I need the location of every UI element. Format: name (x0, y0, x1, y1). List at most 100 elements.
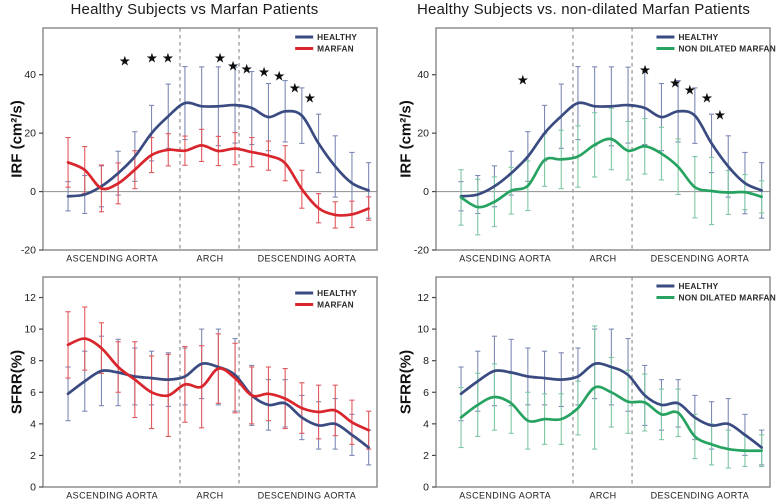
significance-star: ★ (227, 58, 239, 73)
plot-frame (42, 276, 378, 488)
x-region-label: ARCH (196, 491, 223, 501)
significance-star: ★ (289, 81, 301, 96)
legend-label: NON DILATED MARFAN (678, 44, 775, 54)
y-axis-ticks: -20 0 20 40 (21, 69, 43, 257)
region-dividers (179, 277, 240, 487)
chart-title: Healthy Subjects vs Marfan Patients (70, 1, 319, 18)
x-region-labels: ASCENDING AORTA ARCH DESCENDING AORTA (459, 491, 750, 501)
significance-star: ★ (119, 54, 131, 69)
significance-star: ★ (214, 51, 226, 66)
y-tick-label: 12 (24, 292, 36, 304)
y-tick-label: 2 (423, 450, 429, 462)
series-line-healthy (66, 101, 370, 198)
significance-star: ★ (162, 51, 174, 66)
plot-frame (435, 276, 771, 488)
x-region-label: ARCH (196, 254, 223, 264)
x-region-label: ASCENDING AORTA (66, 491, 158, 501)
legend: HEALTHY NON DILATED MARFAN (656, 281, 776, 303)
y-tick-label: 4 (423, 418, 429, 430)
panel-irf-nondilated: Healthy Subjects vs. non-dilated Marfan … (389, 0, 778, 265)
y-tick-label: 40 (417, 69, 429, 81)
region-dividers (572, 28, 633, 250)
y-tick-label: 8 (423, 355, 429, 367)
chart-title: Healthy Subjects vs. non-dilated Marfan … (416, 1, 751, 18)
legend-label: HEALTHY (678, 281, 718, 291)
series-line-marfan (66, 337, 370, 432)
plot-frame (42, 27, 378, 251)
series-line-non-dilated-marfan (459, 137, 763, 209)
panel-sfrr-nondilated: SFRR(%) 0 2 4 6 8 10 12 ASCENDING AORTA ARCH DESC… (389, 265, 778, 501)
plot-frame (435, 27, 771, 251)
y-tick-label: 12 (417, 292, 429, 304)
y-tick-label: 10 (24, 324, 36, 336)
panel-sfrr-marfan: SFRR(%) 0 2 4 6 8 10 12 ASCENDING AORTA ARCH DESC… (0, 265, 389, 501)
series-line-healthy (459, 362, 763, 449)
y-axis-ticks: 0 2 4 6 8 10 12 (417, 292, 436, 494)
error-bars-non-dilated-marfan (458, 107, 765, 236)
series-line-healthy (66, 362, 370, 449)
y-tick-label: 0 (423, 482, 429, 494)
legend-label: HEALTHY (317, 288, 357, 298)
y-tick-label: 8 (30, 355, 36, 367)
chart-canvas-sfrr-nondilated: 0 2 4 6 8 10 12 ASCENDING AORTA ARCH DESCENDING A… (417, 276, 776, 501)
x-region-labels: ASCENDING AORTA ARCH DESCENDING AORTA (459, 254, 750, 264)
y-tick-label: -20 (21, 245, 36, 257)
y-tick-label: 40 (24, 69, 36, 81)
series-line-healthy (459, 101, 763, 198)
x-region-label: ASCENDING AORTA (459, 491, 551, 501)
y-axis-ticks: 0 2 4 6 8 10 12 (24, 292, 43, 494)
significance-stars: ★ ★ ★ ★★ ★ ★ ★★★ (119, 51, 316, 106)
legend-label: NON DILATED MARFAN (678, 293, 775, 303)
series-line-non-dilated-marfan (459, 385, 763, 453)
significance-star: ★ (714, 108, 726, 123)
significance-star: ★ (258, 64, 270, 79)
y-tick-label: 10 (417, 324, 429, 336)
legend-label: MARFAN (317, 44, 354, 54)
x-region-labels: ASCENDING AORTA ARCH DESCENDING AORTA (66, 491, 357, 501)
y-tick-label: 2 (30, 450, 36, 462)
x-region-label: ARCH (589, 254, 616, 264)
y-tick-label: 20 (417, 128, 429, 140)
significance-stars: ★★★ ★★★ (517, 63, 726, 123)
y-tick-label: 0 (423, 186, 429, 198)
x-region-label: DESCENDING AORTA (258, 254, 357, 264)
significance-star: ★ (146, 51, 158, 66)
x-region-label: DESCENDING AORTA (651, 254, 750, 264)
significance-star: ★ (669, 76, 681, 91)
y-tick-label: 0 (30, 186, 36, 198)
significance-star: ★ (701, 91, 713, 106)
y-tick-label: 20 (24, 128, 36, 140)
significance-star: ★ (304, 91, 316, 106)
x-region-label: ASCENDING AORTA (459, 254, 551, 264)
chart-canvas-sfrr-marfan: 0 2 4 6 8 10 12 ASCENDING AORTA ARCH DESCENDING A… (24, 276, 378, 501)
legend-label: HEALTHY (678, 32, 718, 42)
x-region-labels: ASCENDING AORTA ARCH DESCENDING AORTA (66, 254, 357, 264)
legend: HEALTHY NON DILATED MARFAN (656, 32, 776, 54)
y-tick-label: 0 (30, 482, 36, 494)
y-tick-label: -20 (414, 245, 429, 257)
legend-label: MARFAN (317, 300, 354, 310)
legend: HEALTHY MARFAN (295, 32, 357, 54)
x-region-label: ARCH (589, 491, 616, 501)
x-region-label: ASCENDING AORTA (66, 254, 158, 264)
significance-star: ★ (273, 69, 285, 84)
legend: HEALTHY MARFAN (295, 288, 357, 310)
region-dividers (179, 28, 240, 250)
y-tick-label: 6 (423, 387, 429, 399)
significance-star: ★ (241, 61, 253, 76)
significance-star: ★ (517, 72, 529, 87)
significance-star: ★ (684, 83, 696, 98)
y-tick-label: 4 (30, 418, 36, 430)
significance-star: ★ (639, 63, 651, 78)
region-dividers (572, 277, 633, 487)
legend-label: HEALTHY (317, 32, 357, 42)
series-line-marfan (66, 144, 370, 217)
y-axis-ticks: -20 0 20 40 (414, 69, 436, 257)
error-bars-marfan (65, 306, 372, 450)
x-region-label: DESCENDING AORTA (651, 491, 750, 501)
panel-irf-marfan: Healthy Subjects vs Marfan Patients IRF … (0, 0, 389, 265)
x-region-label: DESCENDING AORTA (258, 491, 357, 501)
